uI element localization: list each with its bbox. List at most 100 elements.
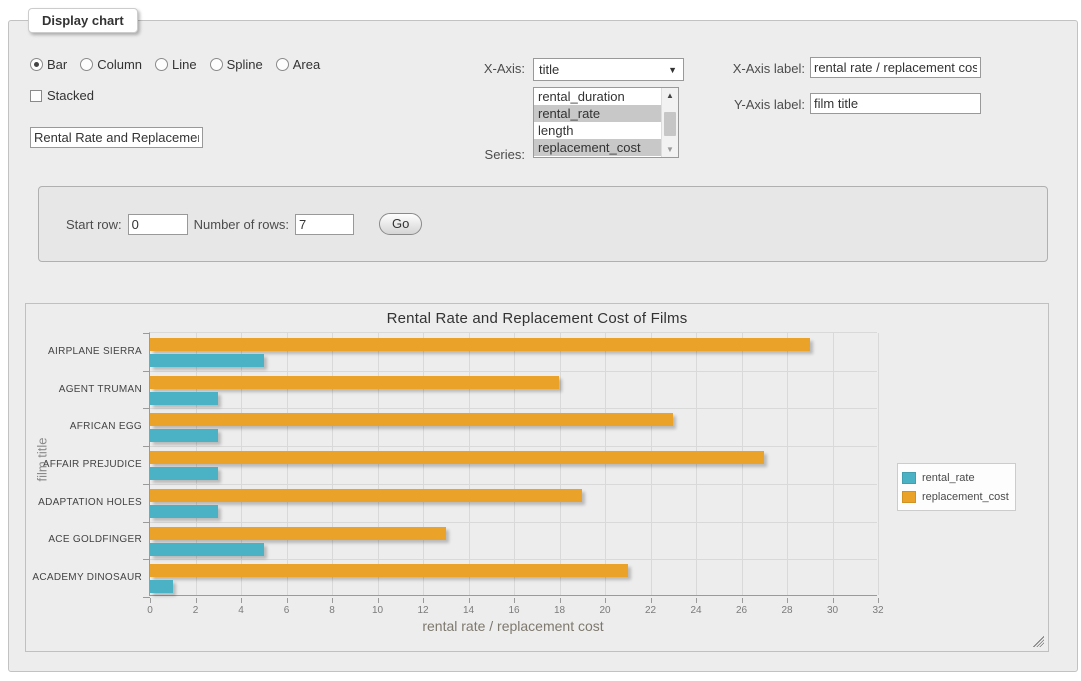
chart-type-label: Column bbox=[97, 57, 143, 72]
go-button[interactable]: Go bbox=[379, 213, 423, 235]
radio-icon[interactable] bbox=[155, 58, 169, 71]
y-tick-label: ADAPTATION HOLES bbox=[38, 496, 142, 508]
x-tick-label: 22 bbox=[644, 605, 657, 616]
y-gridline bbox=[150, 521, 877, 523]
x-tick-mark bbox=[468, 598, 470, 603]
chevron-down-icon: ▼ bbox=[668, 65, 677, 75]
radio-icon[interactable] bbox=[30, 58, 43, 71]
y-tick-mark bbox=[143, 408, 150, 410]
radio-icon[interactable] bbox=[275, 58, 289, 71]
series-listbox[interactable]: rental_duration rental_rate length replacem… bbox=[533, 87, 679, 158]
bar-replacement_cost bbox=[150, 526, 446, 540]
x-tick-mark bbox=[377, 598, 379, 603]
x-tick-label: 32 bbox=[872, 605, 884, 616]
x-tick-mark bbox=[787, 598, 788, 603]
y-tick-label: ACADEMY DINOSAUR bbox=[32, 572, 142, 584]
num-rows-input[interactable] bbox=[295, 213, 354, 235]
y-tick-mark bbox=[143, 521, 150, 523]
series-scrollbar[interactable]: ▲ ▼ bbox=[661, 88, 678, 157]
x-gridline bbox=[787, 333, 788, 595]
stacked-checkbox[interactable] bbox=[30, 89, 42, 102]
bar-rental_rate bbox=[150, 504, 219, 518]
y-gridline bbox=[150, 446, 877, 448]
y-tick-label: AFFAIR PREJUDICE bbox=[42, 459, 142, 470]
scroll-down-arrow-icon[interactable]: ▼ bbox=[662, 142, 678, 157]
scroll-up-arrow-icon[interactable]: ▲ bbox=[662, 88, 678, 103]
stacked-option[interactable]: Stacked bbox=[30, 88, 94, 103]
legend-label: rental_rate bbox=[922, 471, 975, 484]
bar-rental_rate bbox=[150, 580, 173, 594]
y-tick-mark bbox=[143, 483, 150, 485]
rows-panel: Start row: Number of rows: Go bbox=[38, 186, 1048, 262]
x-tick-mark bbox=[696, 598, 697, 603]
series-label: Series: bbox=[484, 147, 525, 162]
y-gridline bbox=[150, 559, 877, 561]
start-row-label: Start row: bbox=[66, 216, 122, 232]
series-option-replacement_cost[interactable]: replacement_cost bbox=[534, 139, 661, 156]
radio-icon[interactable] bbox=[209, 58, 223, 71]
stacked-label: Stacked bbox=[47, 88, 94, 103]
resize-grip-icon[interactable] bbox=[1033, 636, 1044, 647]
y-axis-label-input[interactable] bbox=[810, 93, 981, 114]
x-tick-mark bbox=[332, 598, 333, 603]
x-tick-mark bbox=[150, 598, 151, 603]
x-tick-mark bbox=[286, 598, 288, 603]
scrollbar-thumb[interactable] bbox=[664, 112, 676, 136]
bar-replacement_cost bbox=[150, 451, 765, 465]
x-axis-label-input[interactable] bbox=[810, 57, 981, 78]
x-tick-mark bbox=[241, 598, 242, 603]
legend-item-rental_rate: rental_rate bbox=[902, 468, 1009, 487]
legend-label: replacement_cost bbox=[922, 490, 1009, 503]
legend-swatch bbox=[902, 471, 916, 484]
chart-title-input[interactable] bbox=[30, 127, 203, 148]
fieldset-legend: Display chart bbox=[28, 8, 138, 33]
x-tick-label: 16 bbox=[508, 605, 520, 616]
x-tick-label: 2 bbox=[192, 605, 199, 616]
bar-rental_rate bbox=[150, 429, 219, 443]
x-tick-label: 28 bbox=[781, 605, 793, 616]
chart-type-label: Spline bbox=[226, 57, 263, 72]
series-option-rental_rate[interactable]: rental_rate bbox=[534, 105, 661, 122]
x-tick-label: 10 bbox=[371, 605, 384, 616]
x-tick-mark bbox=[650, 598, 652, 603]
chart-type-spline[interactable]: Spline bbox=[209, 57, 263, 72]
x-axis-select[interactable]: title ▼ bbox=[533, 58, 684, 81]
chart-legend: rental_rate replacement_cost bbox=[897, 463, 1016, 511]
bar-replacement_cost bbox=[150, 564, 628, 578]
bar-replacement_cost bbox=[150, 413, 674, 427]
x-tick-label: 0 bbox=[147, 605, 153, 616]
start-row-input[interactable] bbox=[127, 213, 188, 235]
chart-y-axis-title: film title bbox=[34, 437, 50, 482]
x-tick-label: 20 bbox=[599, 605, 611, 616]
x-tick-mark bbox=[605, 598, 606, 603]
chart-plot-area: 0 2 4 6 8 10 12 14 16 18 20 22 24 26 28 30 32 AIRPLANE SI… bbox=[32, 332, 884, 616]
x-axis-label: X-Axis: bbox=[483, 61, 525, 76]
bar-replacement_cost bbox=[150, 375, 560, 389]
chart-type-bar[interactable]: Bar bbox=[30, 57, 67, 72]
x-tick-mark bbox=[832, 598, 834, 603]
series-options: rental_duration rental_rate length replacem… bbox=[534, 88, 661, 157]
series-option-rental_duration[interactable]: rental_duration bbox=[538, 89, 625, 104]
x-tick-label: 12 bbox=[417, 605, 429, 616]
x-tick-mark bbox=[195, 598, 197, 603]
y-tick-mark bbox=[143, 370, 150, 372]
y-tick-label: AIRPLANE SIERRA bbox=[48, 345, 142, 357]
chart-type-line[interactable]: Line bbox=[155, 57, 197, 72]
x-tick-mark bbox=[741, 598, 743, 603]
chart-type-area[interactable]: Area bbox=[275, 57, 320, 72]
x-tick-label: 8 bbox=[329, 605, 335, 616]
y-tick-mark bbox=[143, 559, 150, 561]
x-tick-mark bbox=[559, 598, 561, 603]
radio-icon[interactable] bbox=[80, 58, 94, 71]
chart-type-group: Bar Column Line Spline Area bbox=[30, 57, 333, 72]
y-tick-mark bbox=[143, 446, 150, 448]
series-option-length[interactable]: length bbox=[538, 123, 574, 138]
bar-replacement_cost bbox=[150, 488, 583, 502]
x-axis-label-field-label: X-Axis label: bbox=[732, 61, 805, 76]
y-tick-mark bbox=[143, 597, 150, 598]
num-rows-label: Number of rows: bbox=[193, 216, 289, 232]
chart-type-column[interactable]: Column bbox=[80, 57, 142, 72]
bar-replacement_cost bbox=[150, 338, 810, 351]
y-gridline bbox=[150, 370, 877, 372]
